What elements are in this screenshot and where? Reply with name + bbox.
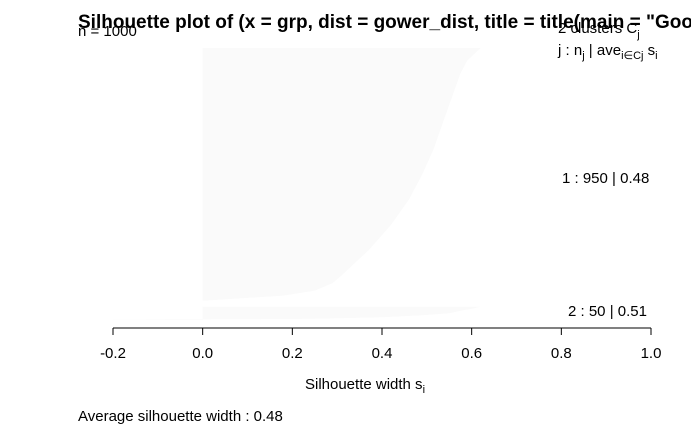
x-tick-label: 0.0 [192, 345, 213, 362]
cluster-2-label: 2 : 50 | 0.51 [568, 303, 647, 320]
cluster-2-silhouette-bars [113, 306, 481, 320]
column-header-ave-sub: i∈Cj [621, 50, 643, 62]
chart-title: Silhouette plot of (x = grp, dist = gowe… [78, 12, 691, 33]
x-tick-label: 0.8 [551, 345, 572, 362]
column-header-s: s [643, 42, 655, 59]
x-tick-label: 0.4 [372, 345, 393, 362]
column-header-n-sub: j [581, 50, 584, 62]
x-tick-label: 1.0 [641, 345, 662, 362]
silhouette-bars [113, 48, 481, 320]
cluster-1-silhouette-bars [202, 48, 481, 301]
clusters-header-text: 2 clusters C [558, 20, 637, 37]
x-tick-label: 0.2 [282, 345, 303, 362]
x-axis-label-text: Silhouette width s [305, 376, 423, 393]
x-axis-label: Silhouette width si [305, 376, 425, 396]
clusters-header-sub: j [636, 29, 639, 41]
column-header-s-sub: i [655, 50, 657, 62]
n-label: n = 1000 [78, 23, 137, 40]
x-tick-label: 0.6 [461, 345, 482, 362]
x-tick-label: -0.2 [100, 345, 126, 362]
average-silhouette-label: Average silhouette width : 0.48 [78, 408, 283, 425]
column-header: j : nj | avei∈Cj si [557, 42, 658, 62]
x-axis-label-sub: i [423, 384, 425, 396]
cluster-1-label: 1 : 950 | 0.48 [562, 170, 649, 187]
clusters-header: 2 clusters Cj [558, 20, 640, 41]
column-header-n: j : n [557, 42, 582, 59]
x-axis: -0.2 0.0 0.2 0.4 0.6 0.8 1.0 [100, 327, 662, 362]
column-header-ave: | ave [585, 42, 621, 59]
